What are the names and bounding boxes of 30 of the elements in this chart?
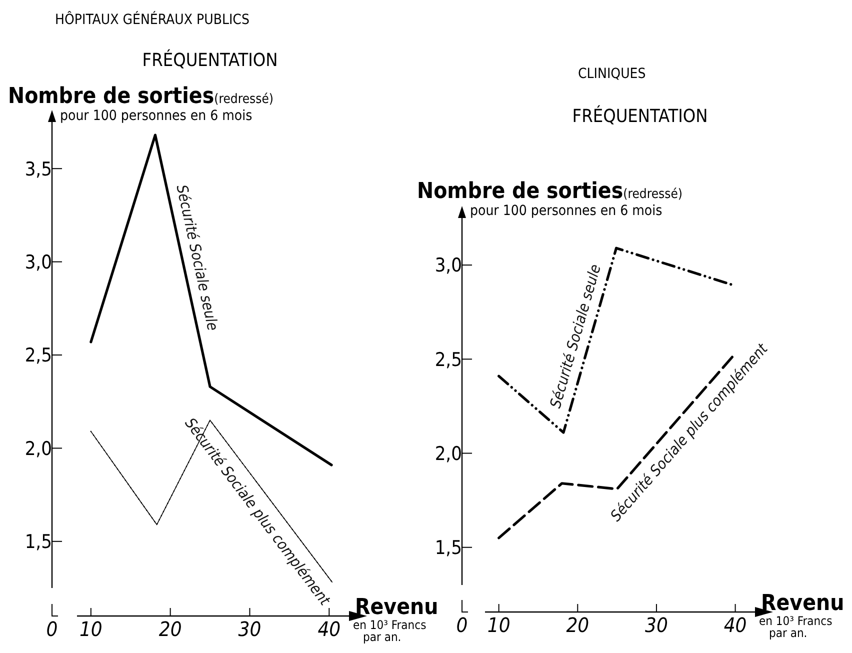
x-tick-label: 20: [566, 613, 590, 637]
chart-subtitle: FRÉQUENTATION: [572, 105, 708, 127]
y-tick-label: 3,0: [434, 254, 462, 277]
y-tick-label: 2,5: [434, 348, 462, 371]
x-axis-title: Revenu en 10³ Francs par an.: [759, 591, 844, 640]
y-axis-title: Nombre de sorties(redressé) pour 100 personnes en 6 mois: [417, 179, 683, 219]
x-tick-label: 10: [487, 613, 510, 637]
y-axis-title: Nombre de sorties(redressé) pour 100 personnes en 6 mois: [8, 84, 274, 124]
y-tick-label: 3,0: [24, 251, 52, 274]
y-tick-label: 1,5: [434, 537, 462, 560]
line-series: [90, 134, 333, 466]
text: 0: [46, 617, 58, 641]
x-axis-title: Revenu en 10³ Francs par an.: [353, 595, 438, 644]
text: Sécurité Sociale seule: [546, 262, 605, 410]
x-tick-label: 10: [79, 617, 102, 641]
y-tick-label: 1,5: [24, 531, 52, 554]
x-tick-label: 40: [318, 617, 341, 641]
y-tick-label: 2,5: [24, 344, 52, 367]
x-tick-label: 20: [158, 617, 182, 641]
y-tick-label: 3,5: [24, 158, 52, 180]
chart-title: CLINIQUES: [578, 66, 646, 82]
x-tick-label: 30: [238, 617, 262, 641]
chart-subtitle: FRÉQUENTATION: [142, 49, 278, 71]
y-tick-label: 2,0: [24, 438, 52, 460]
text: Sécurité Sociale seule: [172, 183, 222, 332]
x-tick-label: 40: [724, 613, 747, 637]
chart-title: HÔPITAUX GÉNÉRAUX PUBLICS: [55, 11, 250, 28]
x-tick-label: 30: [645, 613, 668, 637]
text: 0: [456, 613, 468, 637]
y-tick-label: 2,0: [434, 442, 462, 465]
